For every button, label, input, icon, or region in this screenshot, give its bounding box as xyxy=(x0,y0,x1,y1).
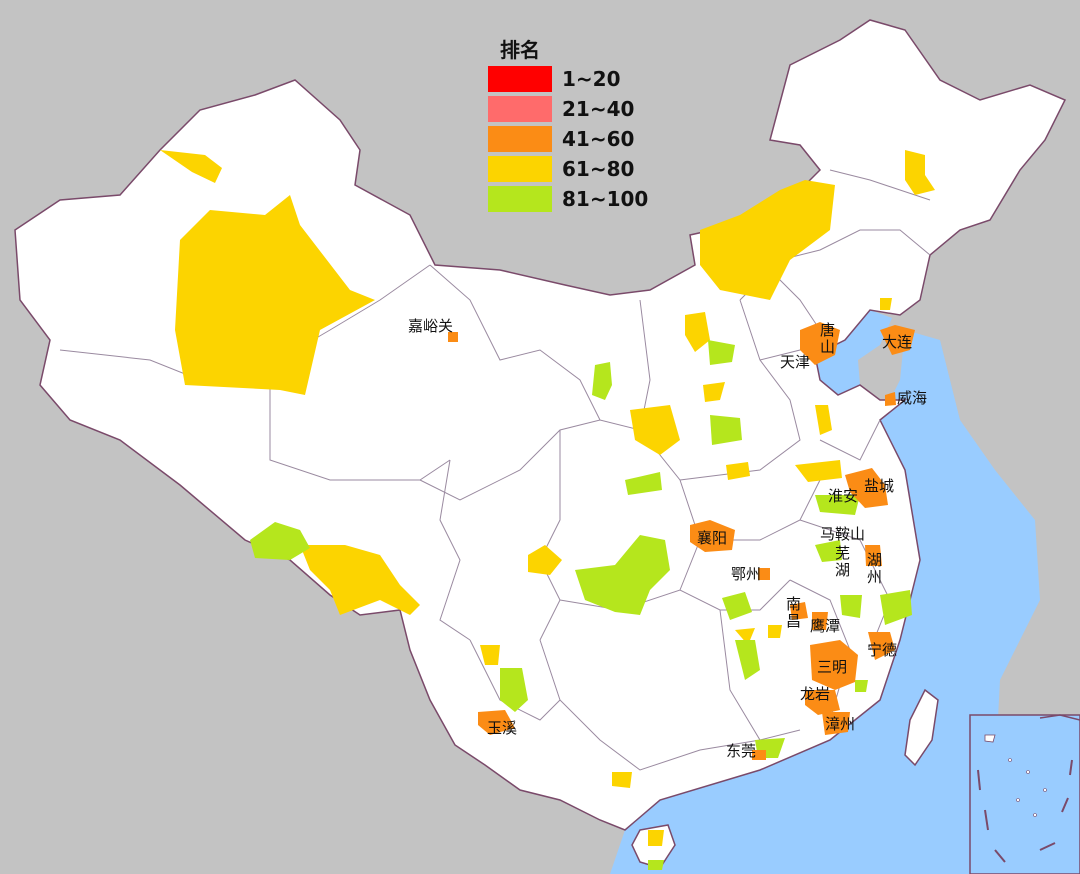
city-label-huaian: 淮安 xyxy=(828,487,859,505)
legend-label: 21~40 xyxy=(562,97,635,121)
city-label-yancheng: 盐城 xyxy=(864,477,895,495)
city-label-wuhu: 芜湖 xyxy=(835,544,851,579)
legend-label: 61~80 xyxy=(562,157,635,181)
city-label-nanchang: 南昌 xyxy=(786,595,802,630)
legend-label: 41~60 xyxy=(562,127,635,151)
legend-swatch xyxy=(488,186,552,212)
province-borders xyxy=(59,169,931,771)
south-sea-inset xyxy=(969,714,1080,874)
city-label-xiangyang: 襄阳 xyxy=(697,529,728,547)
city-label-sanming: 三明 xyxy=(817,658,848,676)
city-label-tangshan: 唐山 xyxy=(820,321,836,356)
city-label-jiayuguan: 嘉峪关 xyxy=(408,317,454,335)
ranked-regions xyxy=(160,150,935,870)
legend-item: 21~40 xyxy=(488,94,648,124)
legend-swatch xyxy=(488,126,552,152)
legend-item: 41~60 xyxy=(488,124,648,154)
legend-item: 1~20 xyxy=(488,64,648,94)
city-label-ningde: 宁德 xyxy=(867,641,898,659)
city-label-yingtan: 鹰潭 xyxy=(810,617,841,635)
legend-swatch xyxy=(488,66,552,92)
city-label-zhangzhou: 漳州 xyxy=(825,715,856,733)
city-label-longyan: 龙岩 xyxy=(800,685,831,703)
legend: 排名 1~20 21~40 41~60 61~80 81~100 xyxy=(488,36,648,214)
city-label-dalian: 大连 xyxy=(882,333,913,351)
city-label-dongguan: 东莞 xyxy=(726,742,757,760)
taiwan-island xyxy=(904,688,939,767)
legend-item: 61~80 xyxy=(488,154,648,184)
legend-label: 1~20 xyxy=(562,67,621,91)
legend-swatch xyxy=(488,96,552,122)
legend-swatch xyxy=(488,156,552,182)
city-label-maanshan: 马鞍山 xyxy=(820,525,866,543)
legend-item: 81~100 xyxy=(488,184,648,214)
sea-bohai xyxy=(815,310,892,395)
city-label-yuxi: 玉溪 xyxy=(487,719,518,737)
legend-label: 81~100 xyxy=(562,187,649,211)
legend-title: 排名 xyxy=(500,38,540,62)
city-label-tianjin: 天津 xyxy=(780,353,811,371)
city-label-ezhou: 鄂州 xyxy=(731,565,762,583)
city-label-huzhou: 湖州 xyxy=(867,551,883,586)
city-label-weihai: 威海 xyxy=(897,389,928,407)
